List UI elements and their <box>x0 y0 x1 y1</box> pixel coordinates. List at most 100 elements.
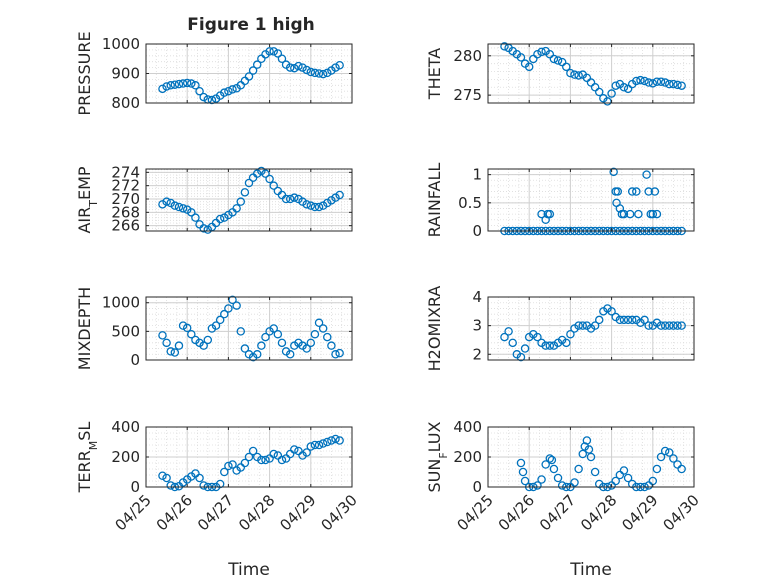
data-point <box>590 321 600 330</box>
y-tick-label: 275 <box>453 86 482 104</box>
data-point <box>220 309 229 319</box>
data-point <box>314 440 324 450</box>
subplot-pressure: 800 900 1000 PRESSURE <box>75 31 353 116</box>
data-point <box>178 321 188 330</box>
data-point <box>265 47 274 56</box>
data-point <box>537 475 546 484</box>
data-point <box>228 85 237 94</box>
data-point <box>669 79 678 89</box>
data-point <box>211 321 221 330</box>
data-point <box>170 348 180 357</box>
data-point <box>203 335 213 345</box>
data-point <box>665 79 674 89</box>
data-point <box>178 79 188 88</box>
x-axis-label: Time <box>227 560 270 580</box>
data-point <box>252 350 262 359</box>
data-point <box>199 92 208 102</box>
y-tick-label: 3 <box>472 317 482 335</box>
data-point <box>508 338 517 348</box>
data-point <box>665 321 674 330</box>
data-point <box>545 454 555 463</box>
data-point <box>252 60 262 69</box>
data-point <box>166 347 175 356</box>
data-point <box>191 81 200 90</box>
data-point <box>652 464 662 474</box>
x-tick-label: 04/28 <box>577 491 620 534</box>
data-point <box>310 440 320 450</box>
data-point <box>609 167 618 177</box>
data-point <box>248 446 258 456</box>
data-point <box>240 344 250 353</box>
y-axis-label-part: SUN <box>425 459 444 493</box>
y-tick-label: 800 <box>111 94 140 112</box>
data-point <box>240 458 250 468</box>
data-point <box>277 54 287 64</box>
data-point <box>500 332 509 342</box>
data-point <box>310 68 320 78</box>
data-point <box>236 197 246 206</box>
x-tick-label: 04/26 <box>153 491 196 534</box>
y-tick-label: 200 <box>453 448 482 466</box>
data-point <box>269 324 278 333</box>
data-point <box>632 76 641 86</box>
x-tick-label: 04/27 <box>194 491 237 534</box>
y-tick-label: 500 <box>111 322 140 340</box>
y-tick-label: 1000 <box>102 35 140 53</box>
data-point <box>162 82 171 91</box>
x-tick-label: 04/29 <box>276 491 319 534</box>
data-point <box>302 448 311 457</box>
data-point <box>578 449 588 459</box>
data-point <box>158 471 167 480</box>
data-point <box>545 209 555 219</box>
data-point <box>582 73 592 83</box>
data-point <box>281 194 291 204</box>
data-point <box>331 350 340 359</box>
data-point <box>228 295 237 305</box>
data-point <box>632 187 641 196</box>
axes-box <box>487 296 695 361</box>
data-point <box>574 71 583 80</box>
y-tick-label: 272 <box>111 177 140 195</box>
data-point <box>314 318 324 328</box>
y-tick-label: 200 <box>111 448 140 466</box>
data-point <box>574 321 583 330</box>
data-point <box>302 344 311 353</box>
data-point <box>298 63 307 72</box>
data-point <box>541 341 550 350</box>
data-point <box>669 454 678 463</box>
y-axis-label-part: LUX <box>425 421 444 452</box>
data-point <box>285 194 295 204</box>
data-point <box>306 67 316 77</box>
data-point <box>244 72 254 81</box>
data-point <box>594 87 604 97</box>
data-point <box>269 449 278 459</box>
data-point <box>652 209 662 219</box>
data-point <box>623 84 633 94</box>
x-tick-label: 04/26 <box>495 491 538 534</box>
data-point <box>215 479 225 489</box>
data-point <box>634 209 643 219</box>
data-point <box>570 70 579 79</box>
data-point <box>650 187 660 196</box>
data-point <box>520 476 530 486</box>
y-tick-label: 1 <box>472 166 482 184</box>
y-axis-label: TERRMSL <box>75 422 100 494</box>
subplot-h2omixra: 2 3 4 H2OMIXRA <box>425 286 695 371</box>
y-tick-label: 0 <box>472 478 482 496</box>
data-point <box>335 348 344 358</box>
data-point <box>277 338 287 348</box>
data-point <box>584 445 594 454</box>
data-point <box>273 329 283 339</box>
data-point <box>586 452 596 462</box>
data-point <box>207 95 217 105</box>
y-axis-label: RAINFALL <box>425 163 444 238</box>
y-axis-label-part: SL <box>75 422 94 441</box>
y-axis-label-part: EMP <box>75 166 94 200</box>
data-point <box>660 446 670 456</box>
x-tick-label: 04/27 <box>536 491 579 534</box>
y-tick-label: 4 <box>472 288 482 306</box>
data-point <box>566 68 575 78</box>
data-point <box>248 66 258 75</box>
data-point <box>195 86 204 96</box>
